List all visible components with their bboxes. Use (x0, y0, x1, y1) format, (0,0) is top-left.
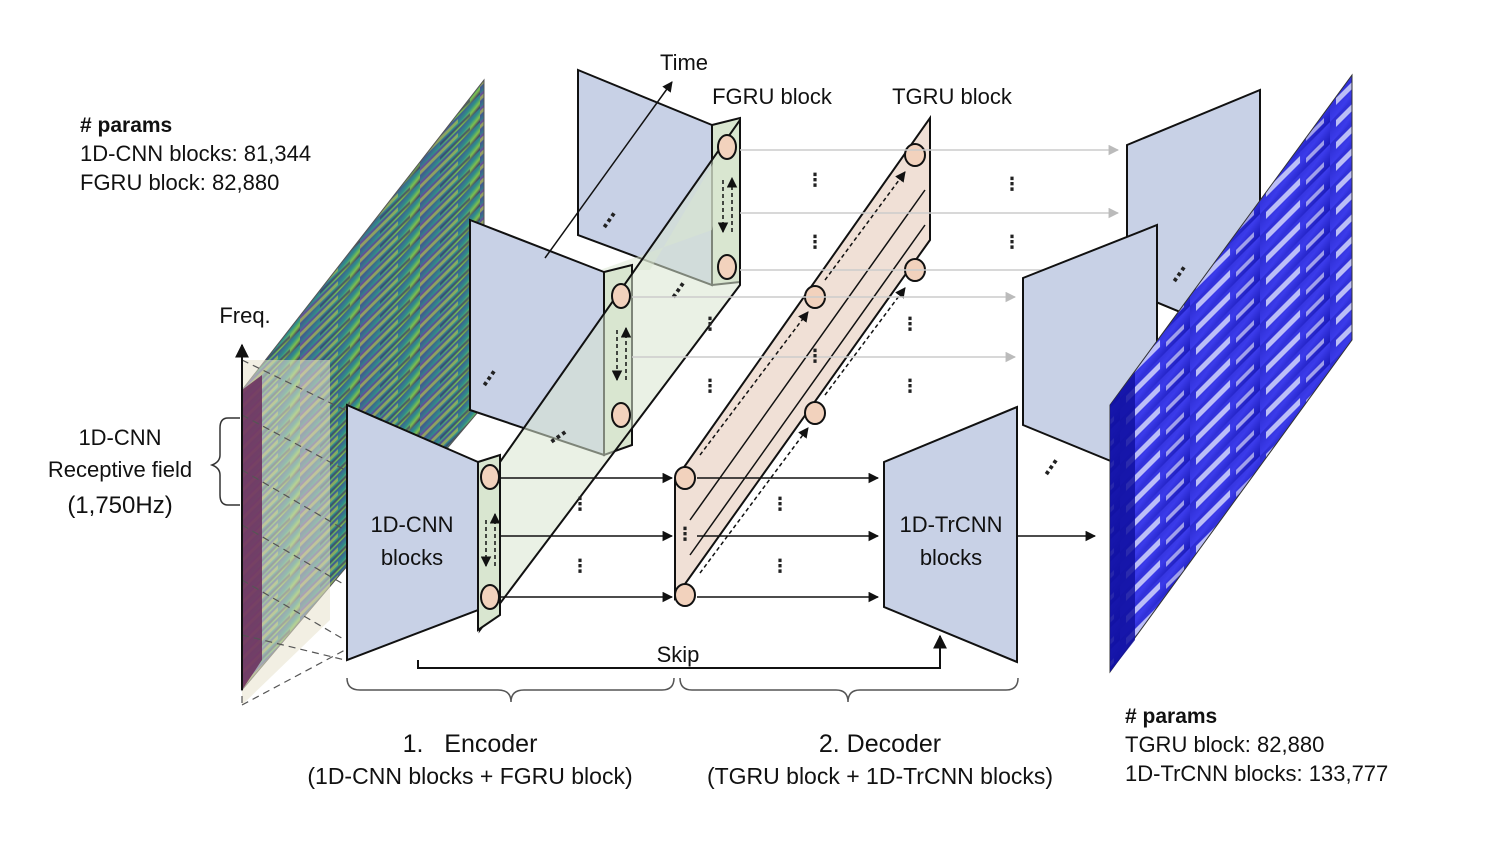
svg-text:⋮: ⋮ (701, 376, 719, 397)
tgru-direction-arrows (699, 171, 906, 574)
svg-text:⋮: ⋮ (901, 376, 919, 397)
receptive-field-line2: Receptive field (48, 457, 192, 482)
background-layer-arrows (632, 144, 1120, 363)
skip-label: Skip (657, 642, 700, 667)
svg-text:⋮: ⋮ (701, 314, 719, 335)
encoder-brace (346, 677, 675, 703)
svg-text:⋮: ⋮ (806, 232, 824, 253)
svg-text:⋮: ⋮ (806, 346, 824, 367)
layer-ellipsis: ⋮ ⋮ ⋮ ⋮ ⋮ ⋮ ⋮ ⋮ ⋮ ⋮ ⋮ ⋮ ⋮ ⋮ (571, 170, 1021, 577)
receptive-field-line3: (1,750Hz) (67, 492, 172, 519)
left-params-fgru: FGRU block: 82,880 (80, 170, 279, 195)
svg-text:⋮: ⋮ (571, 556, 589, 577)
svg-text:⋮: ⋮ (806, 170, 824, 191)
svg-text:⋮: ⋮ (901, 314, 919, 335)
right-params-heading: # params (1125, 705, 1217, 728)
right-params-trcnn: 1D-TrCNN blocks: 133,777 (1125, 761, 1388, 786)
svg-text:⋮: ⋮ (771, 494, 789, 515)
left-params-cnn: 1D-CNN blocks: 81,344 (80, 141, 311, 166)
cnn-block-label-1: 1D-CNN (370, 512, 453, 537)
skip-connection (417, 634, 947, 669)
output-spectrogram (1109, 73, 1353, 674)
svg-text:⋮: ⋮ (771, 556, 789, 577)
svg-text:⋮: ⋮ (1003, 174, 1021, 195)
encoder-to-tgru-arrows (500, 472, 674, 603)
svg-text:⋮: ⋮ (571, 494, 589, 515)
receptive-field-bracket (209, 417, 240, 506)
decoder-title: 2. Decoder (819, 730, 941, 758)
left-params-heading: # params (80, 114, 172, 137)
tgru-diagonal-lines (689, 189, 926, 556)
encoder-subtitle: (1D-CNN blocks + FGRU block) (307, 763, 632, 789)
time-axis-label: Time (660, 50, 708, 75)
tgru-block-label: TGRU block (892, 84, 1013, 109)
fgru-cells-front (480, 134, 737, 610)
encoder-title: 1. Encoder (403, 730, 538, 758)
decoder-subtitle: (TGRU block + 1D-TrCNN blocks) (707, 763, 1053, 789)
right-params-tgru: TGRU block: 82,880 (1125, 732, 1324, 757)
decoder-brace (679, 677, 1019, 703)
cnn-block-label-2: blocks (381, 545, 443, 570)
tgru-to-trcnn-arrows (697, 472, 880, 603)
svg-text:…: … (1031, 449, 1062, 479)
svg-text:⋮: ⋮ (1003, 232, 1021, 253)
time-axis-arrow (544, 81, 673, 259)
trcnn-block-label-1: 1D-TrCNN (899, 512, 1002, 537)
trcnn-block-label-2: blocks (920, 545, 982, 570)
freq-axis-label: Freq. (219, 303, 270, 328)
fgru-bidirectional-arrows (480, 176, 738, 568)
fgru-block-label: FGRU block (712, 84, 833, 109)
trcnn-block (883, 405, 1018, 664)
svg-text:⋮: ⋮ (676, 524, 694, 545)
receptive-field-line1: 1D-CNN (78, 425, 161, 450)
